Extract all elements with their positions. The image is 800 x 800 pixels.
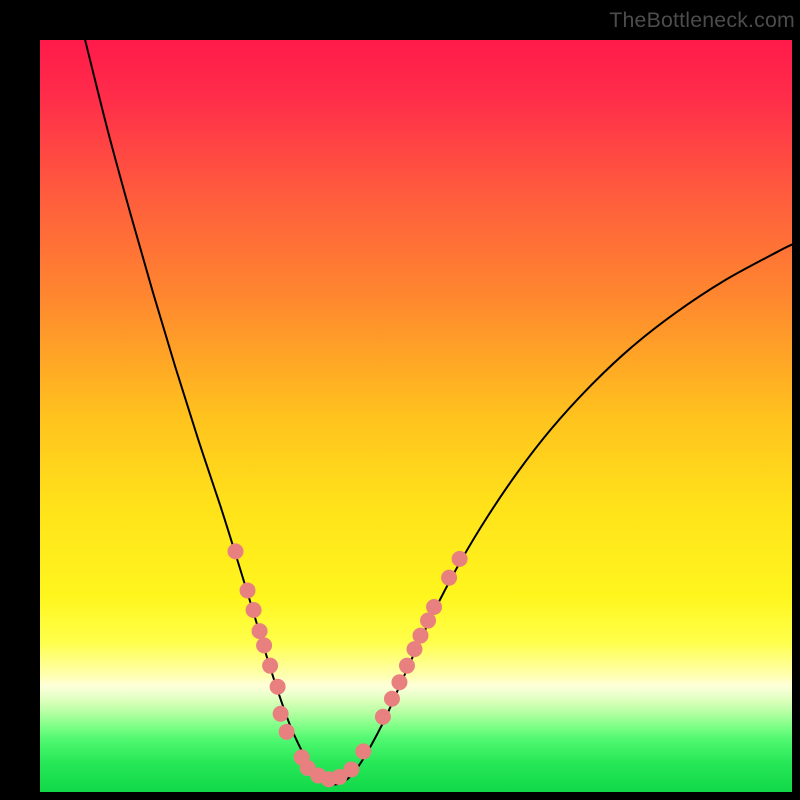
data-dot	[246, 602, 262, 618]
watermark-text: TheBottleneck.com	[609, 8, 795, 33]
data-dot	[240, 582, 256, 598]
data-dot	[452, 551, 468, 567]
plot-area	[40, 40, 792, 792]
chart-root: TheBottleneck.com	[0, 0, 800, 800]
dots-layer	[40, 40, 792, 792]
data-dot	[343, 761, 359, 777]
data-dot	[228, 543, 244, 559]
data-dot	[441, 570, 457, 586]
data-dot	[252, 623, 268, 639]
data-dot	[375, 709, 391, 725]
data-dot	[270, 679, 286, 695]
data-dot	[384, 691, 400, 707]
data-dot	[355, 743, 371, 759]
data-dot	[391, 674, 407, 690]
data-dot	[262, 658, 278, 674]
data-dot	[256, 637, 272, 653]
data-dot	[273, 706, 289, 722]
data-dot	[399, 658, 415, 674]
data-dot	[426, 599, 442, 615]
data-dot	[279, 724, 295, 740]
data-dot	[413, 628, 429, 644]
